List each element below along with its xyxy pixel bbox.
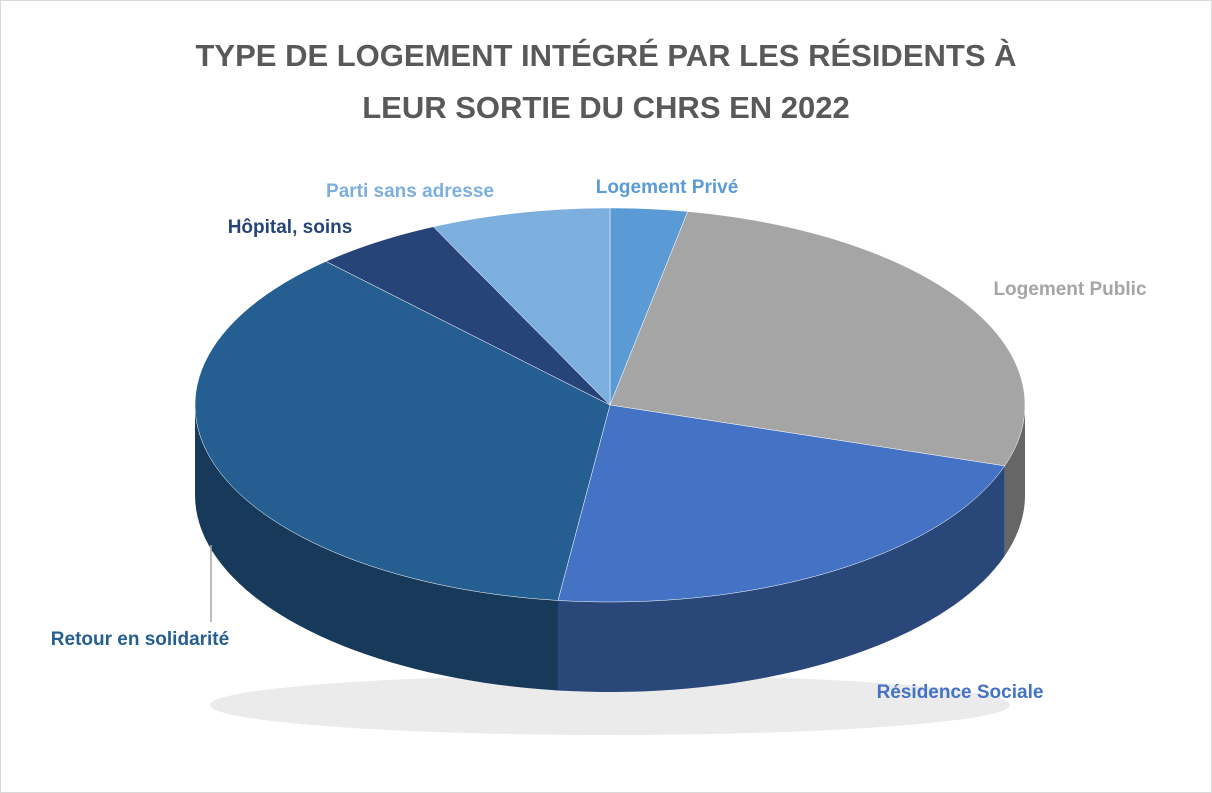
slice (432, 207, 611, 406)
slice (557, 404, 1006, 603)
slice (325, 226, 611, 406)
slice (609, 211, 1026, 467)
chart-title: LEUR SORTIE DU CHRS EN 2022 (362, 90, 850, 125)
slice (194, 261, 611, 601)
slice-label: Retour en solidarité (51, 629, 229, 650)
slice-label: Hôpital, soins (228, 217, 353, 238)
slice-label: Parti sans adresse (326, 181, 494, 202)
slice-label: Logement Privé (596, 177, 739, 198)
slice-label: Résidence Sociale (877, 682, 1044, 703)
slice-side (557, 465, 1005, 692)
chart-title: TYPE DE LOGEMENT INTÉGRÉ PAR LES RÉSIDEN… (195, 38, 1016, 73)
slice-side (195, 405, 558, 691)
shadow (210, 675, 1010, 735)
slice (609, 207, 689, 406)
slice-label: Logement Public (993, 279, 1147, 300)
slice-side (1004, 405, 1025, 556)
